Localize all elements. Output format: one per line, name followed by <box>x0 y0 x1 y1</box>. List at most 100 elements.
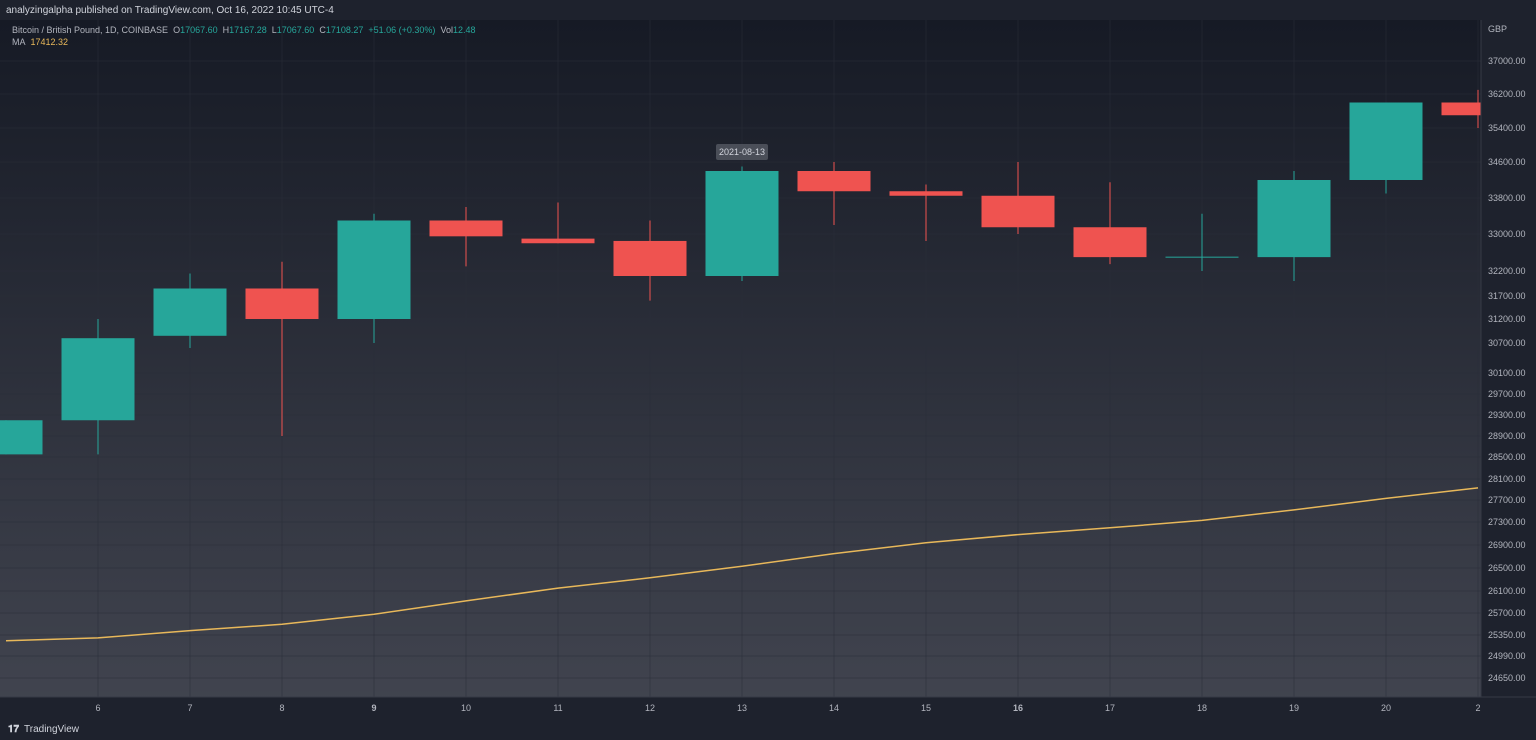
price-tick-label: 33000.00 <box>1488 229 1526 239</box>
candle-day-19 <box>1257 171 1331 281</box>
published-text: analyzingalpha published on TradingView.… <box>6 5 334 16</box>
time-tick-label: 15 <box>921 703 931 713</box>
candle-day-8 <box>245 261 319 436</box>
ma-line-group <box>5 487 1479 642</box>
x-axis[interactable]: 6 7 8 9 10 11 12 13 14 15 16 17 18 19 20 2 <box>0 696 1536 718</box>
date-tooltip: 2021-08-13 <box>716 144 768 160</box>
footer-bar: 𝟏𝟕 TradingView <box>0 718 1536 740</box>
price-tick-label: 32200.00 <box>1488 266 1526 276</box>
price-tick-label: 28100.00 <box>1488 474 1526 484</box>
time-tick-label: 2 <box>1475 703 1480 713</box>
currency-label: GBP <box>1488 24 1507 34</box>
price-tick-label: 36200.00 <box>1488 89 1526 99</box>
price-tick-label: 25700.00 <box>1488 608 1526 618</box>
time-tick-label: 12 <box>645 703 655 713</box>
time-tick-label: 20 <box>1381 703 1391 713</box>
candle-day-10 <box>429 207 503 267</box>
ma-value: 17412.32 <box>30 37 69 47</box>
candle-day-21 <box>1441 89 1481 128</box>
price-tick-label: 27700.00 <box>1488 495 1526 505</box>
low-label: L <box>271 25 277 35</box>
candle-body <box>429 220 503 237</box>
price-tick-label: 33800.00 <box>1488 193 1526 203</box>
price-scale-bg <box>1481 20 1536 718</box>
symbol-label[interactable]: Bitcoin / British Pound, 1D, COINBASE <box>12 25 169 35</box>
candle-body <box>1441 102 1481 116</box>
candle-body <box>797 171 871 192</box>
volume-value: 12.48 <box>452 25 476 35</box>
time-tick-label: 10 <box>461 703 471 713</box>
candle-day-17 <box>1073 182 1147 265</box>
candlestick-chart[interactable]: GBP 37000.00 36200.00 35400.00 34600.00 33800… <box>0 20 1536 718</box>
candle-day-7 <box>153 273 227 348</box>
candle-body <box>1073 227 1147 258</box>
price-tick-label: 29700.00 <box>1488 389 1526 399</box>
candle-body <box>337 220 411 319</box>
price-tick-label: 25350.00 <box>1488 630 1526 640</box>
tradingview-brand[interactable]: TradingView <box>24 724 80 735</box>
time-tick-label: 9 <box>371 703 376 713</box>
y-axis[interactable]: GBP 37000.00 36200.00 35400.00 34600.00 33800… <box>1480 20 1536 718</box>
price-tick-label: 31700.00 <box>1488 291 1526 301</box>
tradingview-logo-icon[interactable]: 𝟏𝟕 <box>8 724 20 735</box>
close-value: 17108.27 <box>325 25 364 35</box>
candle-body <box>0 420 43 455</box>
candles-group <box>0 89 1481 455</box>
candle-day-11 <box>521 202 595 244</box>
open-value: 17067.60 <box>180 25 218 35</box>
time-scale-bg <box>0 697 1536 718</box>
candle-day-18 <box>1165 213 1239 271</box>
time-tick-label: 13 <box>737 703 747 713</box>
time-tick-label: 8 <box>279 703 284 713</box>
price-tick-label: 34600.00 <box>1488 157 1526 167</box>
time-tick-label: 18 <box>1197 703 1207 713</box>
price-tick-label: 24990.00 <box>1488 651 1526 661</box>
candle-body <box>981 195 1055 228</box>
time-tick-label: 7 <box>187 703 192 713</box>
ma-line <box>5 487 1479 642</box>
price-tick-label: 37000.00 <box>1488 56 1526 66</box>
low-value: 17067.60 <box>276 25 315 35</box>
price-tick-label: 27300.00 <box>1488 517 1526 527</box>
price-tick-label: 28500.00 <box>1488 452 1526 462</box>
candle-body <box>61 338 135 421</box>
candle-body <box>1257 180 1331 258</box>
ma-row: MA 17412.32 <box>12 36 476 48</box>
candle-body <box>1349 102 1423 180</box>
published-bar: analyzingalpha published on TradingView.… <box>0 0 1536 20</box>
ohlc-row: Bitcoin / British Pound, 1D, COINBASE O1… <box>12 24 476 36</box>
time-tick-label: 14 <box>829 703 839 713</box>
candle-body <box>153 288 227 336</box>
time-tick-label: 6 <box>95 703 100 713</box>
time-tick-label: 17 <box>1105 703 1115 713</box>
candle-day-14 <box>797 162 871 225</box>
candle-body <box>705 171 779 276</box>
change-value: +51.06 (+0.30%) <box>368 25 436 35</box>
price-tick-label: 26100.00 <box>1488 586 1526 596</box>
chart-area[interactable]: GBP 37000.00 36200.00 35400.00 34600.00 33800… <box>0 20 1536 718</box>
price-tick-label: 28900.00 <box>1488 431 1526 441</box>
price-tick-label: 30700.00 <box>1488 338 1526 348</box>
close-label: C <box>319 25 326 35</box>
candle-body <box>613 240 687 276</box>
price-tick-label: 35400.00 <box>1488 123 1526 133</box>
time-tick-label: 19 <box>1289 703 1299 713</box>
candle-day-16 <box>981 162 1055 234</box>
high-label: H <box>222 25 230 35</box>
price-tick-label: 30100.00 <box>1488 368 1526 378</box>
open-label: O <box>173 25 181 35</box>
volume-label: Vol <box>440 25 453 35</box>
candle-day-12 <box>613 220 687 301</box>
candle-body <box>521 238 595 244</box>
plot-background <box>0 20 1536 718</box>
price-tick-label: 24650.00 <box>1488 673 1526 683</box>
candle-day-13 <box>705 166 779 281</box>
high-value: 17167.28 <box>229 25 267 35</box>
tooltip-date-text: 2021-08-13 <box>719 147 765 157</box>
candle-day-20 <box>1349 102 1423 194</box>
ma-label[interactable]: MA <box>12 37 26 47</box>
candle-body <box>1165 256 1239 258</box>
candle-body <box>889 191 963 196</box>
time-tick-label: 11 <box>553 703 562 713</box>
chart-legend: Bitcoin / British Pound, 1D, COINBASE O1… <box>12 24 476 48</box>
